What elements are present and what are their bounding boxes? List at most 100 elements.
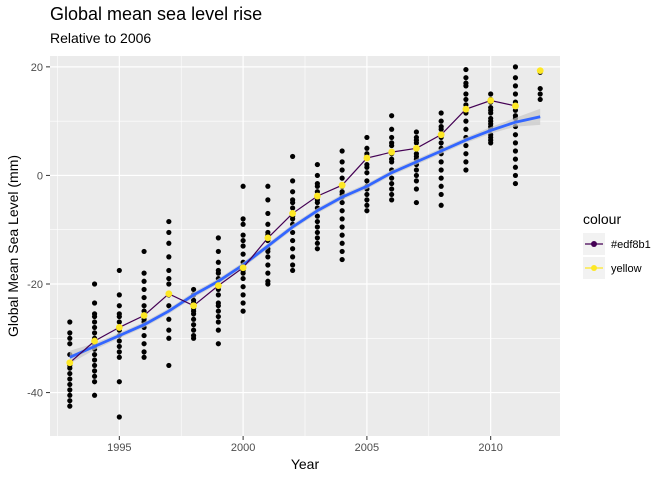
data-point [438, 202, 444, 208]
data-point [290, 237, 296, 244]
data-point [438, 140, 444, 146]
legend-key-point [591, 265, 597, 271]
data-point [314, 246, 320, 252]
data-point [67, 376, 73, 382]
series-point-annual [190, 302, 197, 310]
data-point [512, 91, 519, 97]
data-point [91, 392, 98, 398]
data-point [91, 281, 98, 287]
data-point [463, 159, 469, 165]
data-point [314, 218, 320, 225]
data-point [389, 134, 395, 141]
series-point-annual [487, 97, 495, 104]
data-point [141, 286, 147, 293]
data-point [413, 172, 420, 179]
data-point [265, 270, 271, 276]
data-point [290, 216, 296, 222]
series-point-annual [338, 181, 346, 189]
data-point [166, 281, 172, 287]
data-point [438, 110, 444, 116]
data-point [364, 145, 370, 151]
data-point [463, 66, 469, 73]
data-point [389, 113, 395, 119]
data-point [91, 330, 98, 336]
data-point [240, 237, 246, 244]
data-point [141, 294, 147, 301]
data-point [116, 338, 122, 344]
data-point [215, 308, 221, 314]
data-point [314, 213, 320, 219]
data-point [389, 140, 395, 146]
y-tick-label: -40 [27, 388, 43, 400]
data-point [339, 167, 345, 173]
legend-title: colour [583, 211, 621, 227]
data-point [438, 175, 444, 181]
data-point [91, 300, 98, 306]
data-point [389, 156, 395, 162]
x-tick-label: 2010 [478, 442, 502, 454]
series-point-annual [140, 312, 148, 319]
data-point [438, 159, 444, 165]
x-axis-title: Year [291, 456, 320, 472]
data-point [488, 134, 494, 141]
data-point [537, 96, 543, 103]
data-point [389, 175, 395, 181]
legend-label: yellow [611, 263, 642, 275]
series-point-annual [91, 337, 98, 345]
data-point [339, 248, 345, 255]
data-point [438, 123, 444, 130]
data-point [488, 91, 494, 97]
series-point-annual [363, 154, 371, 162]
data-point [290, 205, 296, 211]
data-point [413, 199, 420, 206]
data-point [339, 256, 345, 263]
series-point-annual [462, 105, 470, 113]
data-point [389, 197, 395, 203]
data-point [290, 229, 296, 236]
data-point [166, 240, 172, 246]
data-point [190, 297, 197, 303]
series-point-annual [165, 290, 173, 298]
data-point [389, 126, 395, 132]
data-point [339, 148, 345, 154]
data-point [116, 267, 122, 274]
data-point [166, 303, 172, 309]
data-point [190, 322, 197, 328]
data-point [141, 332, 147, 339]
chart-title: Global mean sea level rise [50, 4, 263, 24]
data-point [240, 270, 246, 276]
data-point [240, 221, 246, 227]
data-point [240, 243, 246, 249]
data-point [215, 259, 221, 265]
data-point [265, 197, 271, 203]
data-point [463, 80, 469, 86]
data-point [290, 189, 296, 195]
y-tick-label: 20 [31, 62, 43, 74]
data-point [364, 134, 370, 141]
data-point [240, 300, 246, 306]
data-point [141, 349, 147, 355]
data-point [290, 254, 296, 260]
data-point [389, 186, 395, 192]
x-tick-label: 2005 [355, 442, 379, 454]
series-point-annual [388, 148, 396, 156]
data-point [314, 240, 320, 246]
data-point [364, 197, 370, 203]
data-point [512, 140, 519, 146]
data-point [463, 151, 469, 157]
data-point [166, 327, 172, 333]
data-point [537, 85, 543, 92]
series-point-annual [437, 131, 445, 139]
data-point [240, 216, 246, 222]
data-point [240, 183, 246, 189]
data-point [67, 398, 73, 404]
data-point [339, 199, 345, 206]
data-point [290, 153, 296, 160]
data-point [512, 83, 519, 89]
data-point [364, 191, 370, 198]
data-point [512, 156, 519, 162]
data-point [67, 392, 73, 398]
data-point [141, 278, 147, 284]
data-point [67, 335, 73, 341]
